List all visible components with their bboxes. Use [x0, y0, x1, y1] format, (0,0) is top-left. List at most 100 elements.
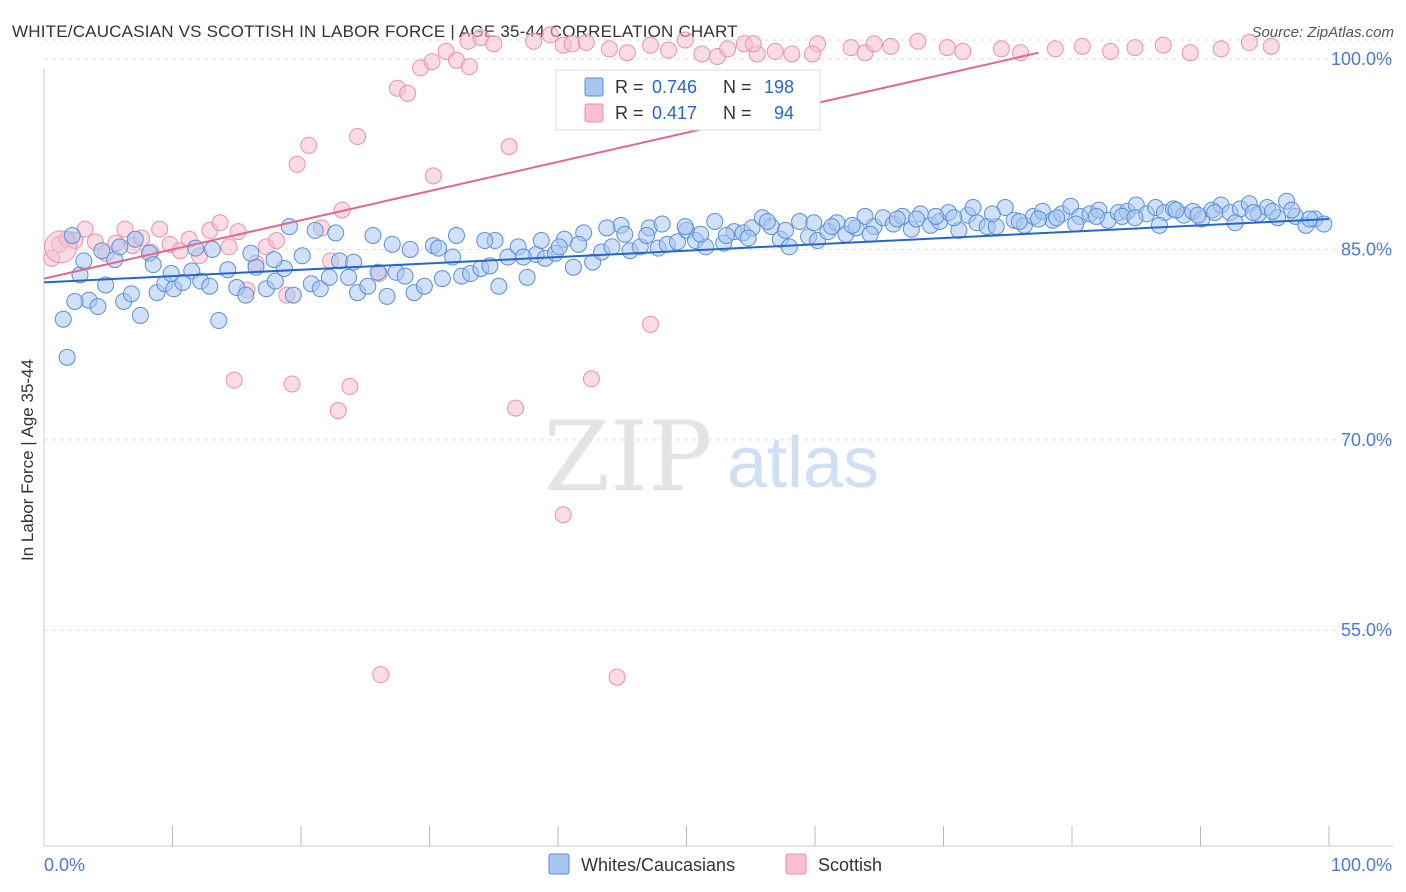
scottish-point	[372, 666, 390, 684]
white-point	[364, 226, 382, 244]
scottish-point	[541, 26, 559, 44]
white-point	[396, 267, 414, 285]
white-point	[518, 268, 536, 286]
white-point	[66, 292, 84, 310]
scottish-point	[485, 35, 503, 53]
white-point	[331, 252, 349, 270]
white-point	[945, 209, 963, 227]
legend-swatch-white	[548, 853, 570, 875]
scottish-point	[554, 506, 572, 524]
legend-label-scottish: Scottish	[818, 855, 882, 875]
scottish-point	[766, 42, 784, 60]
white-point	[58, 348, 76, 366]
white-point	[359, 277, 377, 295]
white-point	[219, 261, 237, 279]
scottish-point	[349, 127, 367, 145]
scottish-point	[608, 668, 626, 686]
scottish-point	[341, 378, 359, 396]
white-point	[75, 252, 93, 270]
white-point	[415, 277, 433, 295]
stats-n-label-scottish: N =	[723, 103, 752, 123]
white-point	[320, 268, 338, 286]
scottish-point	[693, 45, 711, 63]
scottish-point	[1240, 34, 1258, 52]
white-point	[401, 240, 419, 258]
scottish-point	[1073, 37, 1091, 55]
white-point	[174, 273, 192, 291]
white-point	[843, 216, 861, 234]
watermark-atlas: atlas	[727, 423, 879, 503]
white-point	[306, 221, 324, 239]
scottish-point	[268, 232, 286, 250]
white-point	[201, 277, 219, 295]
axes	[43, 68, 1393, 847]
white-point	[1010, 213, 1028, 231]
white-point	[908, 210, 926, 228]
stats-legend: R = 0.746 N = 198 R = 0.417 N = 94	[555, 69, 821, 131]
scottish-point	[225, 371, 243, 389]
scottish-point	[803, 45, 821, 63]
scottish-point	[1262, 37, 1280, 55]
white-point	[89, 298, 107, 316]
white-point	[97, 276, 115, 294]
white-point	[603, 238, 621, 256]
x-tick-label-0: 0.0%	[44, 855, 85, 875]
scottish-point	[618, 44, 636, 62]
scottish-point	[211, 214, 229, 232]
white-point	[638, 226, 656, 244]
white-point	[1263, 202, 1281, 220]
white-point	[532, 232, 550, 250]
white-point	[444, 248, 462, 266]
scottish-point	[151, 220, 169, 238]
white-point	[888, 210, 906, 228]
white-point	[476, 232, 494, 250]
scottish-point	[220, 238, 238, 256]
stats-r-value-scottish: 0.417	[652, 103, 697, 123]
white-point	[717, 226, 735, 244]
white-point	[122, 285, 140, 303]
white-point	[266, 272, 284, 290]
scottish-point	[676, 31, 694, 49]
stats-n-value-scottish: 94	[774, 103, 794, 123]
white-point	[776, 221, 794, 239]
scottish-point	[1046, 40, 1064, 58]
scottish-point	[600, 40, 618, 58]
white-point	[1030, 210, 1048, 228]
legend-swatch-scottish	[785, 853, 807, 875]
scottish-point	[300, 136, 318, 154]
source-label: Source: ZipAtlas.com	[1251, 24, 1394, 41]
scottish-point	[582, 370, 600, 388]
scottish-point	[865, 35, 883, 53]
legend-label-white: Whites/Caucasians	[581, 855, 735, 875]
y-tick-label-2: 85.0%	[1341, 239, 1392, 259]
y-tick-label-0: 55.0%	[1341, 620, 1392, 640]
stats-swatch-white	[584, 77, 604, 97]
white-point	[340, 268, 358, 286]
white-point	[429, 239, 447, 257]
scottish-point	[954, 42, 972, 60]
scottish-trend-line	[43, 51, 1039, 280]
white-point	[1048, 209, 1066, 227]
white-point	[1244, 204, 1262, 222]
scottish-point	[642, 315, 660, 333]
white-point	[823, 218, 841, 236]
scottish-point	[423, 53, 441, 71]
white-point	[805, 214, 823, 232]
white-point	[706, 213, 724, 231]
scottish-point	[116, 220, 134, 238]
white-point	[63, 226, 81, 244]
white-point	[327, 224, 345, 242]
white-point	[203, 240, 221, 258]
white-point	[964, 199, 982, 217]
white-point	[490, 277, 508, 295]
white-point	[237, 286, 255, 304]
y-tick-labels: 55.0% 70.0% 85.0% 100.0%	[1331, 49, 1392, 640]
white-point	[144, 256, 162, 274]
scottish-point	[783, 45, 801, 63]
white-point	[983, 205, 1001, 223]
white-point	[861, 225, 879, 243]
scottish-point	[642, 36, 660, 54]
scottish-point	[938, 39, 956, 57]
stats-r-label-scottish: R =	[615, 103, 644, 123]
